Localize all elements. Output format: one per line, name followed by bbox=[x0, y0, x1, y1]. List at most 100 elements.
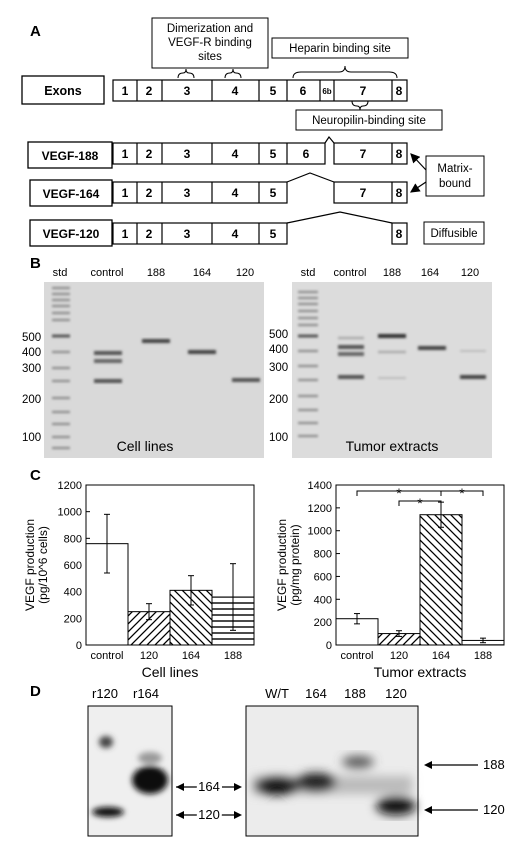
exon-3: 3 bbox=[184, 84, 191, 98]
vegf120-exon-8: 8 bbox=[396, 227, 403, 241]
panel-label-d: D bbox=[30, 683, 41, 700]
y-tick-label: 600 bbox=[64, 560, 82, 572]
gel1-lane-control: control bbox=[90, 267, 123, 279]
gel1-bands bbox=[94, 339, 260, 383]
y-tick-label: 400 bbox=[314, 594, 332, 606]
gel2-marker-400: 400 bbox=[269, 344, 288, 356]
arrow-120b-label: 120 bbox=[483, 802, 505, 817]
vegf120-exon-2: 2 bbox=[146, 227, 153, 241]
vegf164-exon-3: 3 bbox=[184, 186, 191, 200]
row-exons: Exons 1 2 3 4 5 6 6b 7 8 bbox=[21, 75, 408, 105]
gel-cell-lines: std control 188 164 120 Cell lines bbox=[44, 267, 264, 458]
callout-matrix-bound: Matrix- bound bbox=[410, 153, 485, 197]
y-tick-label: 0 bbox=[326, 640, 332, 652]
gel2-lane-188: 188 bbox=[383, 267, 401, 279]
y-tick-label: 600 bbox=[314, 571, 332, 583]
callout-matrix-line2: bound bbox=[439, 178, 471, 190]
gel2-caption: Tumor extracts bbox=[346, 438, 439, 454]
y-tick-label: 400 bbox=[64, 587, 82, 599]
vegf164-exon-1: 1 bbox=[122, 186, 129, 200]
blot-right-arrows: 188 120 bbox=[424, 757, 505, 817]
vegf120-exon-3: 3 bbox=[184, 227, 191, 241]
exon-boxes-full bbox=[136, 80, 393, 101]
y-axis-label: (pg/10^6 cells) bbox=[36, 526, 50, 604]
gel-tumor-extracts: std control 188 164 120 Tumo bbox=[292, 267, 492, 458]
exon-2: 2 bbox=[146, 84, 153, 98]
vegf188-exon-5: 5 bbox=[270, 147, 277, 161]
gel2-marker-300: 300 bbox=[269, 362, 288, 374]
gel2-markers: 500 400 300 200 100 bbox=[269, 329, 288, 444]
vegf188-exon-8: 8 bbox=[396, 147, 403, 161]
panel-label-c: C bbox=[30, 467, 41, 484]
blot-left-lane-r120: r120 bbox=[92, 686, 118, 701]
vegf164-exon-2: 2 bbox=[146, 186, 153, 200]
panel-label-a: A bbox=[30, 23, 41, 40]
row-vegf-164-label: VEGF-164 bbox=[43, 187, 100, 201]
gel1-marker-200: 200 bbox=[22, 394, 41, 406]
gel1-marker-300: 300 bbox=[22, 363, 41, 375]
arrow-164-label: 164 bbox=[198, 779, 220, 794]
row-vegf-188-label: VEGF-188 bbox=[42, 149, 99, 163]
gel1-markers: 500 400 300 200 100 bbox=[22, 332, 41, 444]
row-vegf-164: VEGF-164 1 2 3 4 5 7 8 bbox=[29, 172, 408, 207]
vegf120-exon-1: 1 bbox=[122, 227, 129, 241]
exon-1: 1 bbox=[122, 84, 129, 98]
gel1-marker-400: 400 bbox=[22, 347, 41, 359]
exon-4: 4 bbox=[232, 84, 239, 98]
blot-right-lane-wt: W/T bbox=[265, 686, 289, 701]
arrow-120-label: 120 bbox=[198, 807, 220, 822]
gel1-caption: Cell lines bbox=[117, 438, 174, 454]
gel1-marker-100: 100 bbox=[22, 432, 41, 444]
gel1-marker-500: 500 bbox=[22, 332, 41, 344]
callout-diffusible: Diffusible bbox=[423, 221, 485, 245]
vegf120-exon-4: 4 bbox=[232, 227, 239, 241]
gel2-lane-120: 120 bbox=[461, 267, 479, 279]
exon-8: 8 bbox=[396, 84, 403, 98]
exon-7: 7 bbox=[360, 84, 367, 98]
callout-dimerization-line3: sites bbox=[198, 51, 222, 63]
blot-left-arrows: 164 120 bbox=[176, 777, 242, 825]
blot-right-lane-188: 188 bbox=[344, 686, 366, 701]
row-exons-label: Exons bbox=[44, 84, 82, 98]
gel1-lane-std: std bbox=[53, 267, 68, 279]
blot-left-lane-r164: r164 bbox=[133, 686, 159, 701]
callout-neuropilin: Neuropilin-binding site bbox=[295, 100, 443, 131]
gel1-lane-188: 188 bbox=[147, 267, 165, 279]
x-tick-label: 188 bbox=[224, 650, 242, 662]
x-tick-label: control bbox=[340, 650, 373, 662]
x-tick-label: 120 bbox=[140, 650, 158, 662]
x-axis-label: Cell lines bbox=[142, 664, 199, 680]
bar-164 bbox=[419, 514, 463, 646]
blot-right: W/T 164 188 120 bbox=[245, 686, 419, 837]
y-axis-label: (pg/mg protein) bbox=[288, 524, 302, 605]
significance-bracket bbox=[398, 500, 442, 506]
y-tick-label: 200 bbox=[314, 617, 332, 629]
y-tick-label: 800 bbox=[64, 533, 82, 545]
vegf188-exon-7: 7 bbox=[360, 147, 367, 161]
x-tick-label: 188 bbox=[474, 650, 492, 662]
callout-dimerization: Dimerization and VEGF-R binding sites bbox=[151, 17, 269, 79]
y-axis-label: VEGF production bbox=[23, 519, 37, 611]
x-axis-label: Tumor extracts bbox=[374, 664, 467, 680]
vegf188-exon-3: 3 bbox=[184, 147, 191, 161]
callout-matrix-line1: Matrix- bbox=[437, 163, 472, 175]
y-tick-label: 1000 bbox=[308, 526, 332, 538]
vegf164-exon-7: 7 bbox=[360, 186, 367, 200]
exon-6b: 6b bbox=[322, 87, 331, 96]
gel2-ladder bbox=[298, 290, 318, 438]
y-tick-label: 1000 bbox=[58, 507, 82, 519]
gel1-lane-120: 120 bbox=[236, 267, 254, 279]
x-tick-label: control bbox=[90, 650, 123, 662]
vegf120-exon-5: 5 bbox=[270, 227, 277, 241]
y-tick-label: 1200 bbox=[58, 480, 82, 492]
vegf164-exon-5: 5 bbox=[270, 186, 277, 200]
chart-cell-lines: 0 200 400 600 800 1000 1200 control 120 164 188 Cel… bbox=[23, 480, 255, 680]
blot-right-lane-164: 164 bbox=[305, 686, 327, 701]
significance-star: * bbox=[396, 485, 402, 501]
vegf164-exon-4: 4 bbox=[232, 186, 239, 200]
exon-6: 6 bbox=[300, 84, 307, 98]
y-tick-label: 800 bbox=[314, 549, 332, 561]
vegf188-exon-2: 2 bbox=[146, 147, 153, 161]
vegf164-exon-8: 8 bbox=[396, 186, 403, 200]
significance-star: * bbox=[459, 485, 465, 501]
